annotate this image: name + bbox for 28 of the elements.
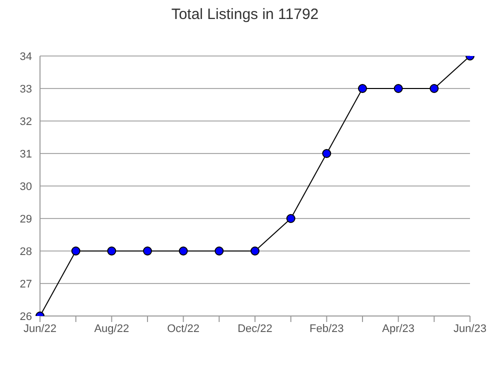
chart-title: Total Listings in 11792 <box>170 5 320 25</box>
y-tick-label: 33 <box>20 83 32 96</box>
point <box>178 246 188 256</box>
y-tick-label: 30 <box>20 180 32 193</box>
point <box>286 214 296 223</box>
x-tick-label: Dec/22 <box>238 322 272 335</box>
x-tick-label: Apr/23 <box>382 322 415 335</box>
y-tick-label: 29 <box>20 213 32 226</box>
x-tick-label: Feb/23 <box>310 322 344 335</box>
y-tick-label: 28 <box>20 246 32 258</box>
point <box>322 149 332 158</box>
x-tick-label: Jun/23 <box>453 322 487 335</box>
y-tick-label: 26 <box>20 310 32 323</box>
x-tick-label: Jun/22 <box>23 322 57 335</box>
y-tick-label: 32 <box>20 116 32 128</box>
point <box>143 246 152 256</box>
x-tick-label: Oct/22 <box>167 322 200 335</box>
point <box>430 84 439 93</box>
y-tick-label: 34 <box>20 50 32 63</box>
x-tick-label: Aug/22 <box>94 322 130 335</box>
y-tick-label: 31 <box>20 148 32 160</box>
point <box>250 246 260 256</box>
point <box>71 246 80 256</box>
point <box>394 84 403 93</box>
point <box>214 246 224 256</box>
y-tick-label: 27 <box>20 278 32 290</box>
point <box>107 246 116 256</box>
point <box>358 84 367 93</box>
